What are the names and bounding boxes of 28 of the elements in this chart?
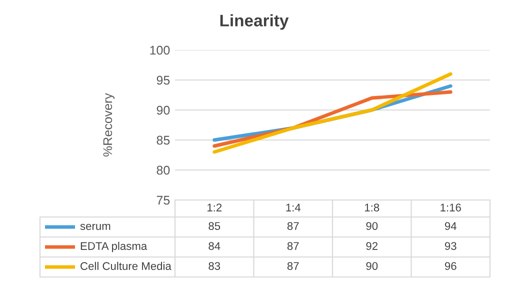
data-label: 87 [287, 262, 299, 270]
legend-label: EDTA plasma [80, 242, 148, 252]
line-series [212, 72, 452, 154]
y-tick-label: 85 [156, 136, 170, 145]
y-tick-label: 100 [150, 46, 170, 55]
data-label: 90 [366, 262, 378, 270]
data-label: 96 [444, 262, 456, 270]
data-label: 90 [366, 222, 378, 230]
x-tick-label: 1:2 [208, 204, 222, 212]
x-tick-label: 1:8 [365, 204, 380, 212]
legend-label: serum [80, 224, 110, 230]
x-tick-label: 1:4 [286, 204, 301, 212]
y-tick-label: 80 [156, 166, 170, 175]
data-label: 83 [208, 262, 220, 270]
y-tick-label: 90 [156, 106, 170, 115]
data-label: 93 [444, 242, 456, 250]
chart-title: Linearity [220, 14, 289, 30]
data-label: 87 [287, 242, 299, 250]
y-axis-title: %Recovery [103, 93, 115, 157]
y-tick-label: 95 [156, 76, 170, 85]
data-label: 84 [208, 242, 220, 250]
legend-label: Cell Culture Media [80, 262, 172, 270]
data-label: 92 [366, 242, 378, 250]
data-label: 94 [444, 222, 456, 230]
data-label: 85 [208, 222, 220, 230]
data-label: 87 [287, 222, 299, 230]
x-tick-label: 1:16 [440, 204, 461, 212]
y-tick-label: 75 [156, 196, 170, 205]
